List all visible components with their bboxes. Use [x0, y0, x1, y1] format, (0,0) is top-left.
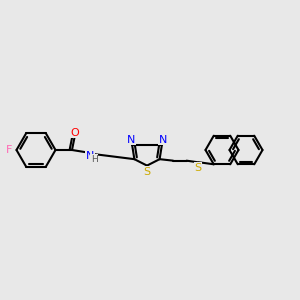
Text: S: S — [194, 163, 202, 172]
Text: S: S — [143, 167, 151, 177]
Text: N: N — [86, 151, 94, 161]
Text: H: H — [91, 154, 98, 164]
Text: F: F — [6, 145, 12, 155]
Text: O: O — [70, 128, 80, 138]
Text: N: N — [158, 135, 167, 145]
Text: N: N — [127, 135, 136, 145]
